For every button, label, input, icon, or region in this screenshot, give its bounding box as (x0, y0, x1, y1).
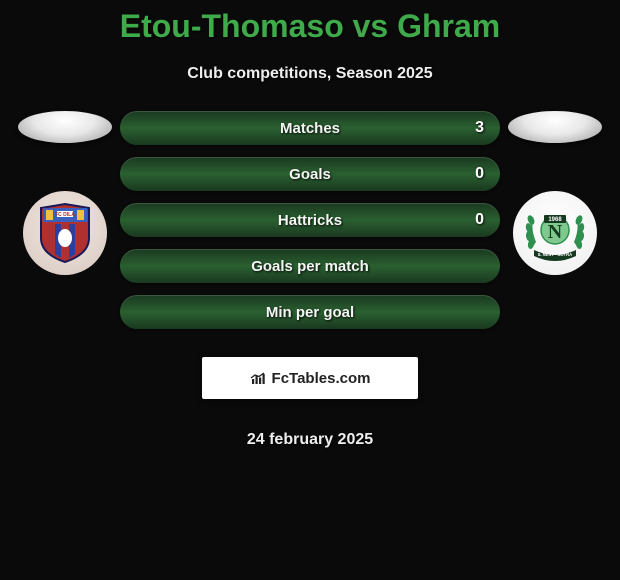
stat-row-matches: Matches 3 (120, 111, 500, 145)
date-text: 24 february 2025 (120, 431, 500, 449)
left-column: FC DILA (10, 111, 120, 275)
subtitle: Club competitions, Season 2025 (0, 65, 620, 83)
team-right-name: Ghram (397, 8, 500, 44)
stat-value: 0 (475, 211, 484, 229)
team-left-name: Etou-Thomaso (120, 8, 344, 44)
stat-row-hattricks: Hattricks 0 (120, 203, 500, 237)
stat-label: Hattricks (278, 212, 342, 229)
svg-text:N: N (548, 221, 563, 243)
svg-text:FC DILA: FC DILA (55, 212, 75, 218)
stat-label: Goals per match (251, 258, 369, 275)
brand-logo[interactable]: FcTables.com (202, 357, 418, 399)
stat-label: Goals (289, 166, 331, 183)
stat-row-mpg: Min per goal (120, 295, 500, 329)
svg-text:IL NEST · SOTRA: IL NEST · SOTRA (538, 252, 572, 257)
chart-icon (250, 371, 268, 385)
title-vs: vs (344, 8, 397, 44)
brand-label: FcTables.com (272, 370, 371, 387)
stat-label: Min per goal (266, 304, 354, 321)
comparison-card: Etou-Thomaso vs Ghram Club competitions,… (0, 0, 620, 449)
stats-column: Matches 3 Goals 0 Hattricks 0 Goals per … (120, 111, 500, 449)
brand-text: FcTables.com (250, 370, 371, 387)
main-layout: FC DILA Matches 3 Goals 0 Hattricks 0 (0, 111, 620, 449)
stat-value: 3 (475, 119, 484, 137)
stat-row-goals: Goals 0 (120, 157, 500, 191)
right-column: N 1968 IL NEST · SOTRA (500, 111, 610, 275)
left-oval-placeholder (18, 111, 112, 143)
wreath-icon: N 1968 IL NEST · SOTRA (520, 198, 590, 268)
stat-label: Matches (280, 120, 340, 137)
svg-text:1968: 1968 (548, 217, 562, 223)
page-title: Etou-Thomaso vs Ghram (0, 0, 620, 45)
right-team-badge: N 1968 IL NEST · SOTRA (513, 191, 597, 275)
shield-icon: FC DILA (37, 202, 93, 264)
stat-row-gpm: Goals per match (120, 249, 500, 283)
right-oval-placeholder (508, 111, 602, 143)
left-team-badge: FC DILA (23, 191, 107, 275)
stat-value: 0 (475, 165, 484, 183)
